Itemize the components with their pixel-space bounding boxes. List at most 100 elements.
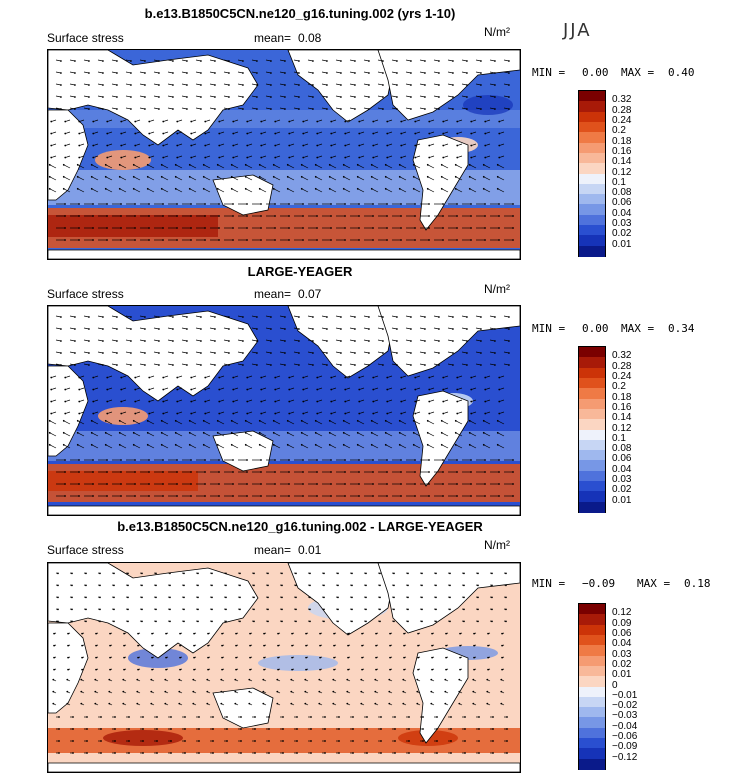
vector-arrow-head [431, 668, 433, 671]
vector-arrow-head [200, 316, 202, 318]
vector-arrow-head [141, 584, 143, 587]
vector-arrow [217, 444, 225, 449]
vector-arrow-head [428, 144, 431, 147]
vector-arrow-head [477, 572, 479, 575]
vector-arrow-head [480, 84, 482, 86]
vector-arrow-head [310, 716, 312, 718]
vector-arrow-head [330, 132, 333, 135]
vector-arrow-head [172, 108, 174, 110]
vector-arrow-head [484, 239, 486, 241]
vector-arrow-head [246, 239, 248, 241]
vector-arrow-head [267, 620, 269, 623]
vector-arrow-head [346, 690, 349, 693]
colorbar-swatch [579, 665, 605, 677]
vector-arrow [469, 420, 477, 425]
vector-arrow-head [452, 72, 454, 74]
colorbar-swatch [579, 111, 605, 123]
vector-arrow-head [190, 144, 193, 147]
vector-arrow-head [449, 608, 451, 611]
vector-arrow-head [354, 316, 356, 318]
vector-arrow-head [190, 203, 192, 205]
vector-arrow-head [354, 108, 356, 110]
vector-arrow-head [74, 328, 76, 330]
vector-arrow-head [312, 328, 314, 330]
vector-arrow-head [498, 400, 501, 403]
vector-arrow-head [239, 584, 241, 587]
vector-arrow-head [496, 175, 499, 178]
vector-arrow-head [228, 72, 230, 74]
vector-arrow-head [398, 187, 401, 190]
colorbar-label: −0.01 [612, 689, 638, 701]
vector-arrow-head [200, 108, 202, 110]
vector-arrow-head [204, 203, 206, 205]
vector-arrow-head [472, 690, 475, 693]
vector-arrow-head [450, 752, 452, 754]
vector-arrow-head [316, 483, 318, 485]
vector-arrow-head [57, 572, 59, 575]
vector-arrow-head [254, 716, 256, 718]
vector-arrow-head [482, 431, 485, 434]
vector-arrow [343, 164, 351, 169]
vector-arrow-head [323, 608, 325, 611]
vector-arrow-head [207, 656, 209, 659]
vector-arrow-head [370, 175, 373, 178]
vector-arrow-head [137, 656, 139, 659]
vector-arrow-head [494, 72, 496, 74]
vector-arrow [469, 164, 477, 169]
vector-arrow [133, 432, 141, 437]
vector-arrow-head [298, 316, 300, 318]
vector-arrow-head [274, 215, 276, 217]
vector-arrow-head [384, 187, 387, 190]
vector-arrow-head [368, 72, 370, 74]
vector-arrow-head [464, 716, 466, 718]
vector-arrow-head [218, 156, 221, 159]
vector-arrow-head [370, 163, 373, 166]
vector-arrow-head [487, 656, 489, 659]
vector-arrow-head [48, 431, 51, 434]
vector-arrow-head [190, 483, 192, 485]
vector-arrow-head [365, 620, 367, 623]
vector-arrow-head [260, 227, 262, 229]
vector-arrow-head [340, 108, 342, 110]
vector-arrow-head [366, 752, 368, 754]
vector-arrow-head [64, 400, 67, 403]
vector-arrow-head [92, 459, 94, 461]
vector-arrow-head [407, 620, 409, 623]
vector-arrow-head [487, 644, 489, 647]
vector-arrow-head [344, 239, 346, 241]
vector-arrow-head [95, 668, 97, 671]
vector-arrow-head [281, 596, 283, 599]
vector-arrow-head [106, 412, 109, 415]
vector-arrow-head [156, 740, 158, 742]
vector-arrow-head [386, 400, 389, 403]
vector-arrow-head [393, 608, 395, 611]
vector-arrow-head [480, 352, 482, 354]
vector-arrow-head [116, 364, 118, 366]
vector-arrow [371, 432, 379, 437]
vector-arrow-head [344, 412, 347, 415]
vector-arrow-head [382, 108, 384, 110]
vector-arrow-head [480, 364, 482, 366]
vector-arrow-head [470, 144, 473, 147]
vector-arrow-head [141, 608, 143, 611]
vector-arrow-head [396, 316, 398, 318]
vector-arrow-head [326, 328, 328, 330]
vector-arrow-head [314, 431, 317, 434]
vector-arrow-head [200, 60, 202, 62]
vector-arrow-head [498, 156, 501, 159]
vector-arrow [245, 164, 253, 169]
vector-arrow-head [127, 584, 129, 587]
colorbar-swatch [579, 748, 605, 760]
vector-arrow-head [99, 584, 101, 587]
vector-arrow [371, 444, 379, 449]
vector-arrow-head [464, 740, 466, 742]
vector-arrow-head [328, 431, 331, 434]
map-svg [48, 306, 520, 515]
vector-arrow-head [366, 728, 368, 730]
vector-arrow-head [414, 227, 416, 229]
vector-arrow-head [386, 156, 389, 159]
variable-label: Surface stress [47, 543, 124, 557]
vector-arrow-head [410, 340, 412, 342]
vector-arrow-head [344, 227, 346, 229]
vector-arrow-head [358, 400, 361, 403]
